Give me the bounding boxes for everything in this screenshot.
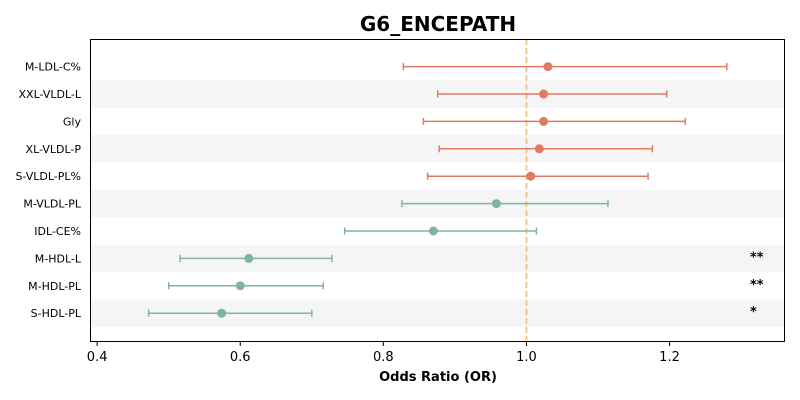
forest-row: M-HDL-PL **	[28, 278, 764, 293]
or-point	[534, 144, 544, 154]
or-point	[526, 171, 536, 181]
x-tick-label: 0.6	[230, 350, 251, 365]
row-label: M-HDL-PL	[28, 280, 82, 293]
or-point	[217, 308, 227, 318]
plot-frame	[90, 39, 785, 342]
row-stripe	[90, 135, 784, 163]
significance-marker: **	[750, 250, 764, 265]
significance-marker: **	[750, 278, 764, 293]
x-axis: 0.4 0.6 0.8 1.0 1.2	[87, 341, 680, 365]
x-tick-label: 0.4	[87, 350, 108, 365]
forest-row: Gly	[63, 115, 687, 128]
row-label: M-HDL-L	[35, 252, 82, 265]
x-tick-label: 0.8	[373, 350, 394, 365]
x-axis-label: Odds Ratio (OR)	[379, 370, 497, 385]
row-label: XL-VLDL-P	[26, 143, 82, 156]
forest-row: M-VLDL-PL	[23, 198, 609, 211]
chart-title: G6_ENCEPATH	[360, 12, 516, 36]
x-tick-label: 1.2	[659, 350, 680, 365]
forest-row: S-VLDL-PL%	[15, 170, 649, 183]
row-label: Gly	[63, 115, 82, 128]
forest-row: M-HDL-L **	[35, 250, 764, 265]
forest-row: XL-VLDL-P	[26, 143, 654, 156]
forest-row: XXL-VLDL-L	[19, 88, 668, 101]
significance-marker: *	[750, 305, 757, 320]
or-point	[244, 253, 254, 263]
data-rows: M-LDL-C% XXL-VLDL-L Gly XL-VLDL-P S-VLDL-PL%…	[15, 61, 763, 321]
row-label: XXL-VLDL-L	[19, 88, 82, 101]
forest-row: M-LDL-C%	[25, 61, 728, 74]
or-point	[428, 226, 438, 236]
row-label: M-LDL-C%	[25, 61, 81, 74]
forest-row: S-HDL-PL *	[31, 305, 757, 320]
row-label: IDL-CE%	[34, 225, 81, 238]
or-point	[543, 62, 553, 72]
or-point	[539, 89, 549, 99]
row-label: S-VLDL-PL%	[15, 170, 81, 183]
or-point	[491, 199, 501, 209]
forest-row: IDL-CE%	[34, 225, 538, 238]
row-label: M-VLDL-PL	[23, 198, 81, 211]
or-point	[539, 116, 549, 126]
x-tick-label: 1.0	[516, 350, 537, 365]
or-point	[235, 281, 245, 291]
row-label: S-HDL-PL	[31, 307, 82, 320]
